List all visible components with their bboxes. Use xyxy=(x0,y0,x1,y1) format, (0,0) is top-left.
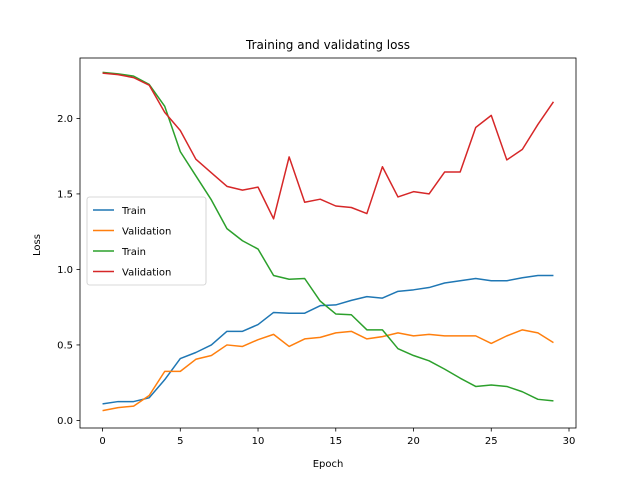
x-tick-label: 25 xyxy=(485,436,498,447)
x-axis-ticks: 0 5 10 15 20 25 30 xyxy=(99,428,575,447)
y-tick-label: 0.0 xyxy=(57,416,73,427)
series-line-1 xyxy=(102,274,554,405)
y-axis-ticks: 0.0 0.5 1.0 1.5 2.0 xyxy=(57,114,80,427)
y-axis-label: Loss xyxy=(32,234,43,256)
legend-box xyxy=(86,196,207,286)
x-tick-label: 5 xyxy=(177,436,183,447)
legend-label: Train xyxy=(121,206,146,217)
x-axis-label: Epoch xyxy=(313,459,344,470)
x-tick-label: 0 xyxy=(99,436,105,447)
plot-frame xyxy=(79,57,577,429)
plot-lines xyxy=(102,71,555,412)
legend-label: Validation xyxy=(122,268,171,279)
y-tick-label: 1.0 xyxy=(57,265,73,276)
y-tick-label: 0.5 xyxy=(57,340,73,351)
series-line-4 xyxy=(102,72,555,220)
legend: Train Validation Train Validation xyxy=(86,196,207,286)
y-tick-label: 1.5 xyxy=(57,189,73,200)
x-tick-label: 15 xyxy=(329,436,342,447)
legend-label: Train xyxy=(121,247,146,258)
x-tick-label: 10 xyxy=(252,436,265,447)
series-line-2 xyxy=(102,329,554,412)
x-tick-label: 20 xyxy=(407,436,420,447)
x-tick-label: 30 xyxy=(563,436,576,447)
y-tick-label: 2.0 xyxy=(57,114,73,125)
legend-label: Validation xyxy=(122,227,171,238)
chart-title: Training and validating loss xyxy=(245,38,410,52)
series-line-3 xyxy=(102,71,554,402)
